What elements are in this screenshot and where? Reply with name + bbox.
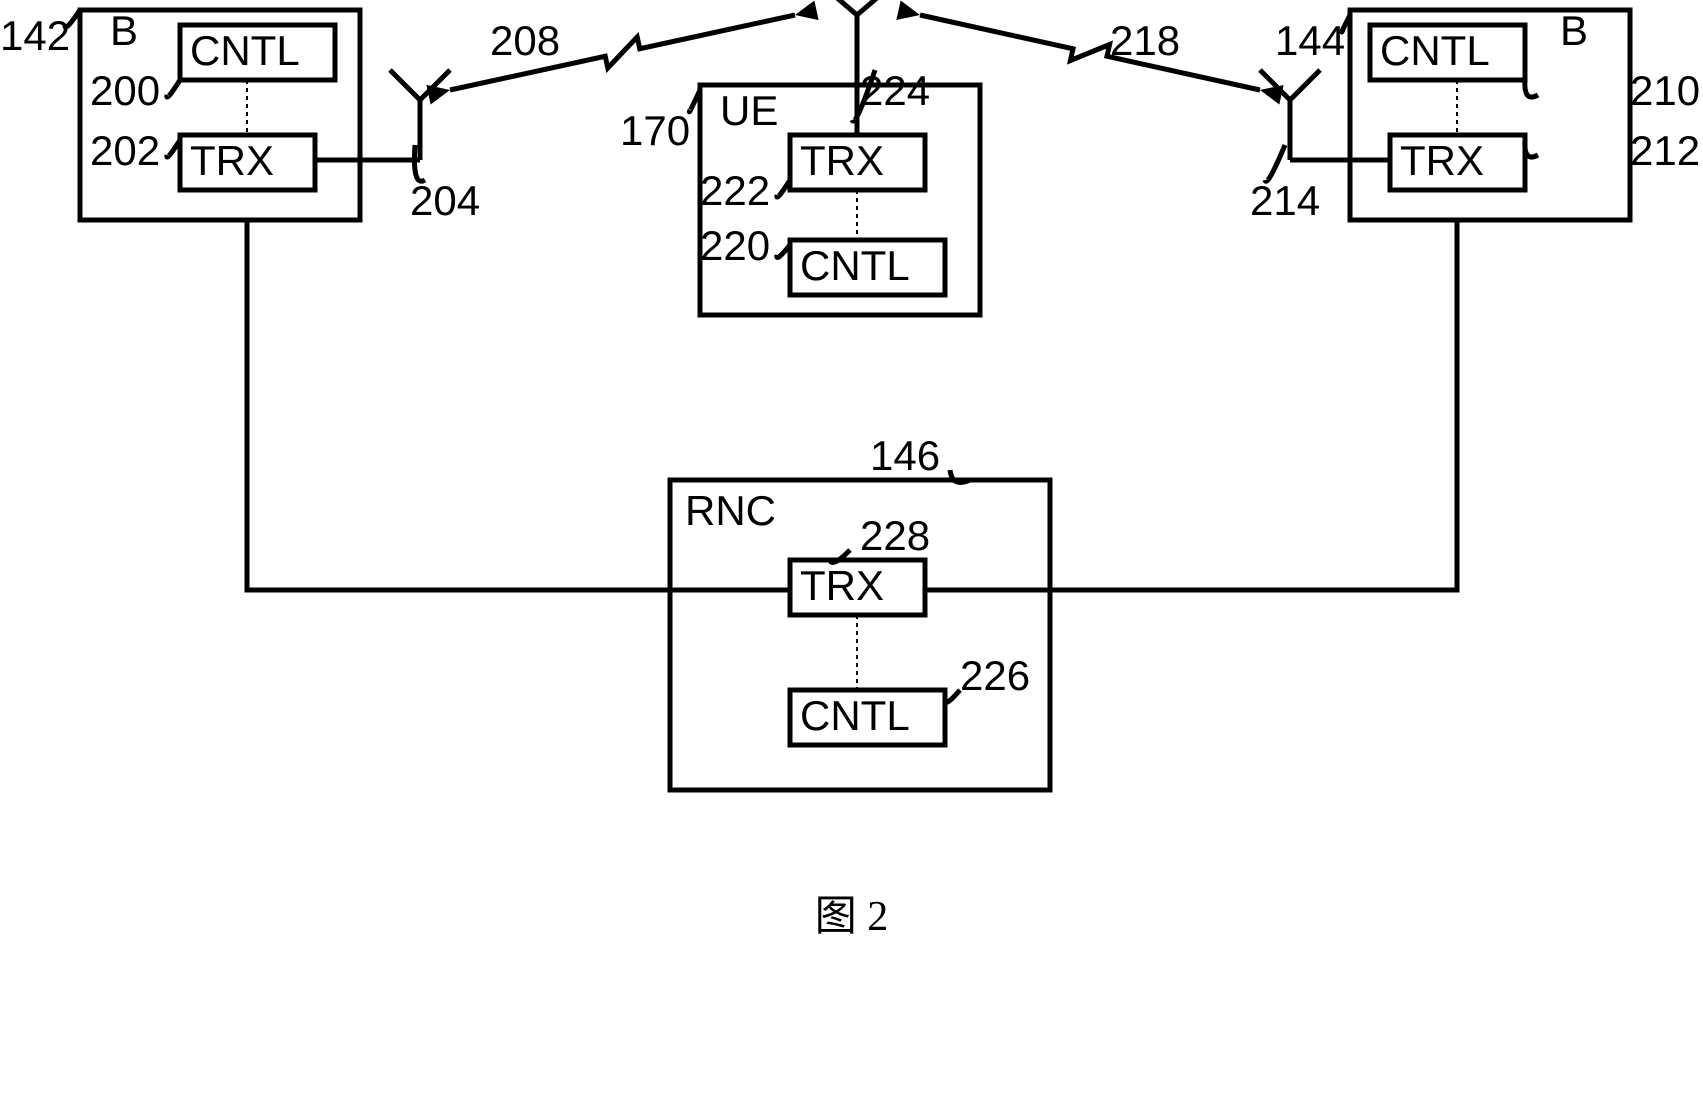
svg-text:142: 142 <box>0 12 70 59</box>
svg-text:144: 144 <box>1275 17 1345 64</box>
svg-text:CNTL: CNTL <box>800 242 910 289</box>
svg-text:UE: UE <box>720 87 778 134</box>
svg-text:146: 146 <box>870 432 940 479</box>
svg-text:TRX: TRX <box>800 137 884 184</box>
svg-text:210: 210 <box>1630 67 1700 114</box>
svg-text:170: 170 <box>620 107 690 154</box>
svg-text:TRX: TRX <box>1400 137 1484 184</box>
svg-text:214: 214 <box>1250 177 1320 224</box>
svg-text:218: 218 <box>1110 17 1180 64</box>
svg-text:B: B <box>110 7 138 54</box>
svg-text:CNTL: CNTL <box>190 27 300 74</box>
svg-text:200: 200 <box>90 67 160 114</box>
svg-text:CNTL: CNTL <box>800 692 910 739</box>
network-diagram: B 142 CNTL 200 TRX 202 204 B 144 CNTL 210 TRX 212 214… <box>0 0 1703 1097</box>
svg-text:220: 220 <box>700 222 770 269</box>
svg-text:CNTL: CNTL <box>1380 27 1490 74</box>
svg-text:B: B <box>1560 7 1588 54</box>
svg-text:TRX: TRX <box>800 562 884 609</box>
svg-text:208: 208 <box>490 17 560 64</box>
svg-text:222: 222 <box>700 167 770 214</box>
svg-text:212: 212 <box>1630 127 1700 174</box>
svg-text:RNC: RNC <box>685 487 776 534</box>
svg-text:202: 202 <box>90 127 160 174</box>
svg-text:204: 204 <box>410 177 480 224</box>
svg-text:228: 228 <box>860 512 930 559</box>
svg-text:226: 226 <box>960 652 1030 699</box>
svg-text:TRX: TRX <box>190 137 274 184</box>
svg-text:图 2: 图 2 <box>815 894 889 940</box>
